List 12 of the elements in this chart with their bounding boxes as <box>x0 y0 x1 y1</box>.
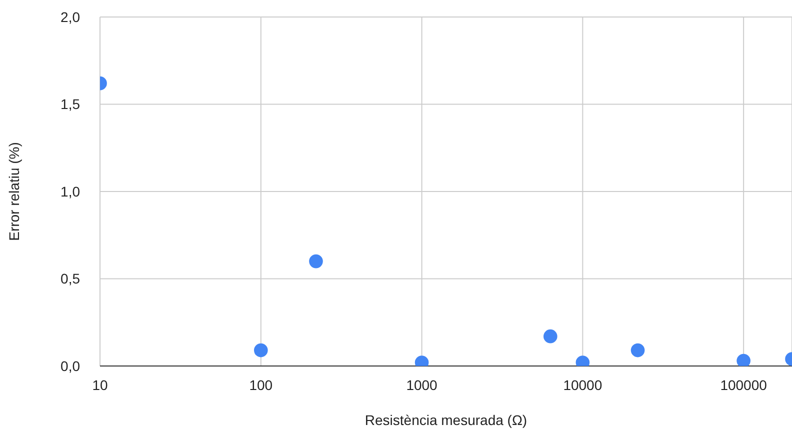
x-tick-label: 1000 <box>406 376 438 393</box>
x-tick-label: 10000 <box>563 376 602 393</box>
y-tick-label: 0,0 <box>60 358 80 374</box>
x-tick-label: 100 <box>249 376 273 393</box>
x-tick-label: 10 <box>92 376 108 393</box>
y-tick-label: 2,0 <box>60 8 80 25</box>
y-tick-label: 0,5 <box>60 270 80 287</box>
x-tick-label: 100000 <box>720 376 768 393</box>
x-axis-title: Resistència mesurada (Ω) <box>364 412 528 428</box>
y-axis-title: Error relatiu (%) <box>6 142 22 241</box>
y-tick-label: 1,0 <box>60 183 80 200</box>
y-tick-label: 1,5 <box>60 96 80 112</box>
